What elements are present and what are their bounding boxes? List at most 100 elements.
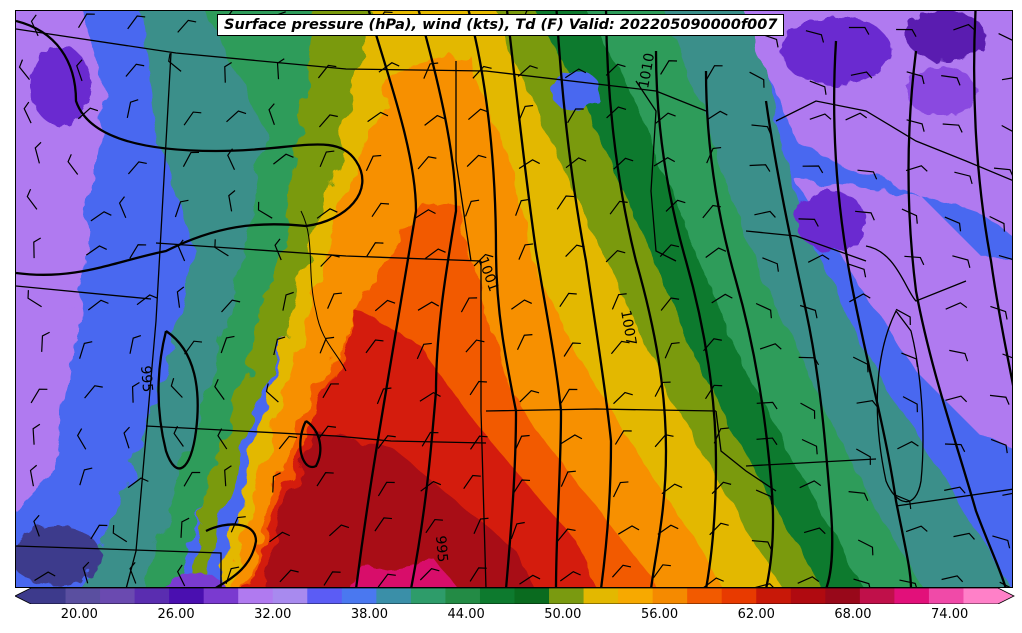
wind-barb xyxy=(857,539,874,556)
wind-barb xyxy=(33,514,40,537)
wind-barb xyxy=(469,380,487,396)
wind-barb xyxy=(799,304,818,319)
colorbar-segment xyxy=(756,588,792,604)
wind-barb xyxy=(899,579,919,587)
wind-barb xyxy=(327,292,343,309)
wind-barb xyxy=(87,299,109,311)
wind-barb xyxy=(423,62,439,79)
colorbar-tick-label: 50.00 xyxy=(544,607,582,622)
colorbar-segment xyxy=(307,588,343,604)
wind-barb xyxy=(657,524,679,535)
wind-barb xyxy=(279,569,299,583)
wind-barb xyxy=(519,389,540,403)
wind-barb xyxy=(227,148,236,171)
wind-barb xyxy=(945,302,968,310)
wind-barb xyxy=(90,211,112,222)
colorbar-tick-label: 56.00 xyxy=(640,607,679,622)
colorbar-segment xyxy=(790,588,826,604)
wind-barb xyxy=(473,517,489,534)
wind-barb xyxy=(654,381,671,397)
wind-barb xyxy=(990,438,1008,454)
isobars xyxy=(16,11,1012,587)
colorbar-segment xyxy=(687,588,723,604)
wind-barb xyxy=(906,71,925,85)
wind-barb xyxy=(316,208,338,219)
wind-barb xyxy=(518,159,540,170)
dewpoint-map: 1010 1001 1007 995 995 xyxy=(16,11,1012,587)
colorbar-segment xyxy=(272,588,308,604)
wind-barb xyxy=(183,111,202,126)
wind-barb xyxy=(901,208,918,224)
wind-barb xyxy=(511,299,533,310)
wind-barb xyxy=(1002,353,1012,368)
wind-barb xyxy=(182,151,200,167)
wind-barb xyxy=(850,71,873,79)
wind-barb xyxy=(176,286,185,308)
wind-barb xyxy=(226,110,247,123)
colorbar-segment xyxy=(583,588,619,604)
wind-barb xyxy=(567,108,584,124)
wind-barb xyxy=(560,470,576,487)
wind-barb xyxy=(79,467,93,486)
wind-barb xyxy=(613,157,634,170)
wind-barb xyxy=(180,517,190,538)
wind-barb xyxy=(560,388,578,404)
wind-barb xyxy=(711,293,733,304)
wind-barb xyxy=(414,209,436,219)
wind-barb xyxy=(944,486,966,494)
wind-barb xyxy=(855,210,875,221)
wind-barb xyxy=(225,566,240,584)
wind-barb xyxy=(895,308,911,326)
wind-barb xyxy=(317,64,337,79)
wind-barb xyxy=(952,255,971,268)
wind-barb xyxy=(131,381,140,403)
wind-barb xyxy=(660,60,678,75)
wind-barb xyxy=(901,352,919,368)
wind-barb xyxy=(990,305,1008,320)
wind-barb xyxy=(517,65,538,77)
wind-barb xyxy=(941,75,961,86)
colorbar-segment xyxy=(238,588,274,604)
wind-barb xyxy=(23,101,32,124)
wind-barb xyxy=(556,195,575,210)
wind-barb xyxy=(273,336,286,356)
colorbar-segment xyxy=(825,588,861,604)
wind-barb xyxy=(749,71,765,88)
colorbar-segment xyxy=(721,588,757,604)
wind-barb xyxy=(611,564,632,578)
wind-barb xyxy=(606,106,627,119)
isobar-labels: 1010 1001 1007 995 995 xyxy=(137,52,658,563)
wind-barb xyxy=(27,290,42,308)
wind-barb xyxy=(949,349,969,362)
colorbar-segment xyxy=(514,588,550,604)
wind-barb xyxy=(556,528,576,542)
wind-barb xyxy=(228,190,236,212)
wind-barb xyxy=(953,23,975,31)
wind-barb xyxy=(518,243,534,260)
wind-barb xyxy=(756,401,778,410)
wind-barb xyxy=(605,63,626,76)
wind-barb xyxy=(705,247,727,258)
dewpoint-fill xyxy=(16,11,1012,587)
wind-barb xyxy=(563,342,581,357)
wind-barb xyxy=(904,255,925,266)
wind-barb xyxy=(18,59,30,80)
wind-barb xyxy=(905,165,928,172)
wind-barb xyxy=(617,525,640,535)
wind-barb xyxy=(945,395,968,403)
wind-barb xyxy=(849,293,871,303)
wind-barb xyxy=(463,474,481,490)
wind-barb xyxy=(170,378,183,398)
wind-barb xyxy=(274,238,282,261)
colorbar-segment xyxy=(963,588,999,604)
wind-barb xyxy=(519,574,541,585)
wind-barb xyxy=(67,154,79,175)
wind-barb xyxy=(705,65,723,80)
wind-barb xyxy=(217,428,228,450)
wind-barb xyxy=(665,199,686,212)
wind-barb xyxy=(941,575,964,583)
wind-barb xyxy=(713,427,729,444)
wind-barb xyxy=(798,356,820,366)
wind-barb xyxy=(942,123,963,133)
wind-barb xyxy=(366,242,384,257)
